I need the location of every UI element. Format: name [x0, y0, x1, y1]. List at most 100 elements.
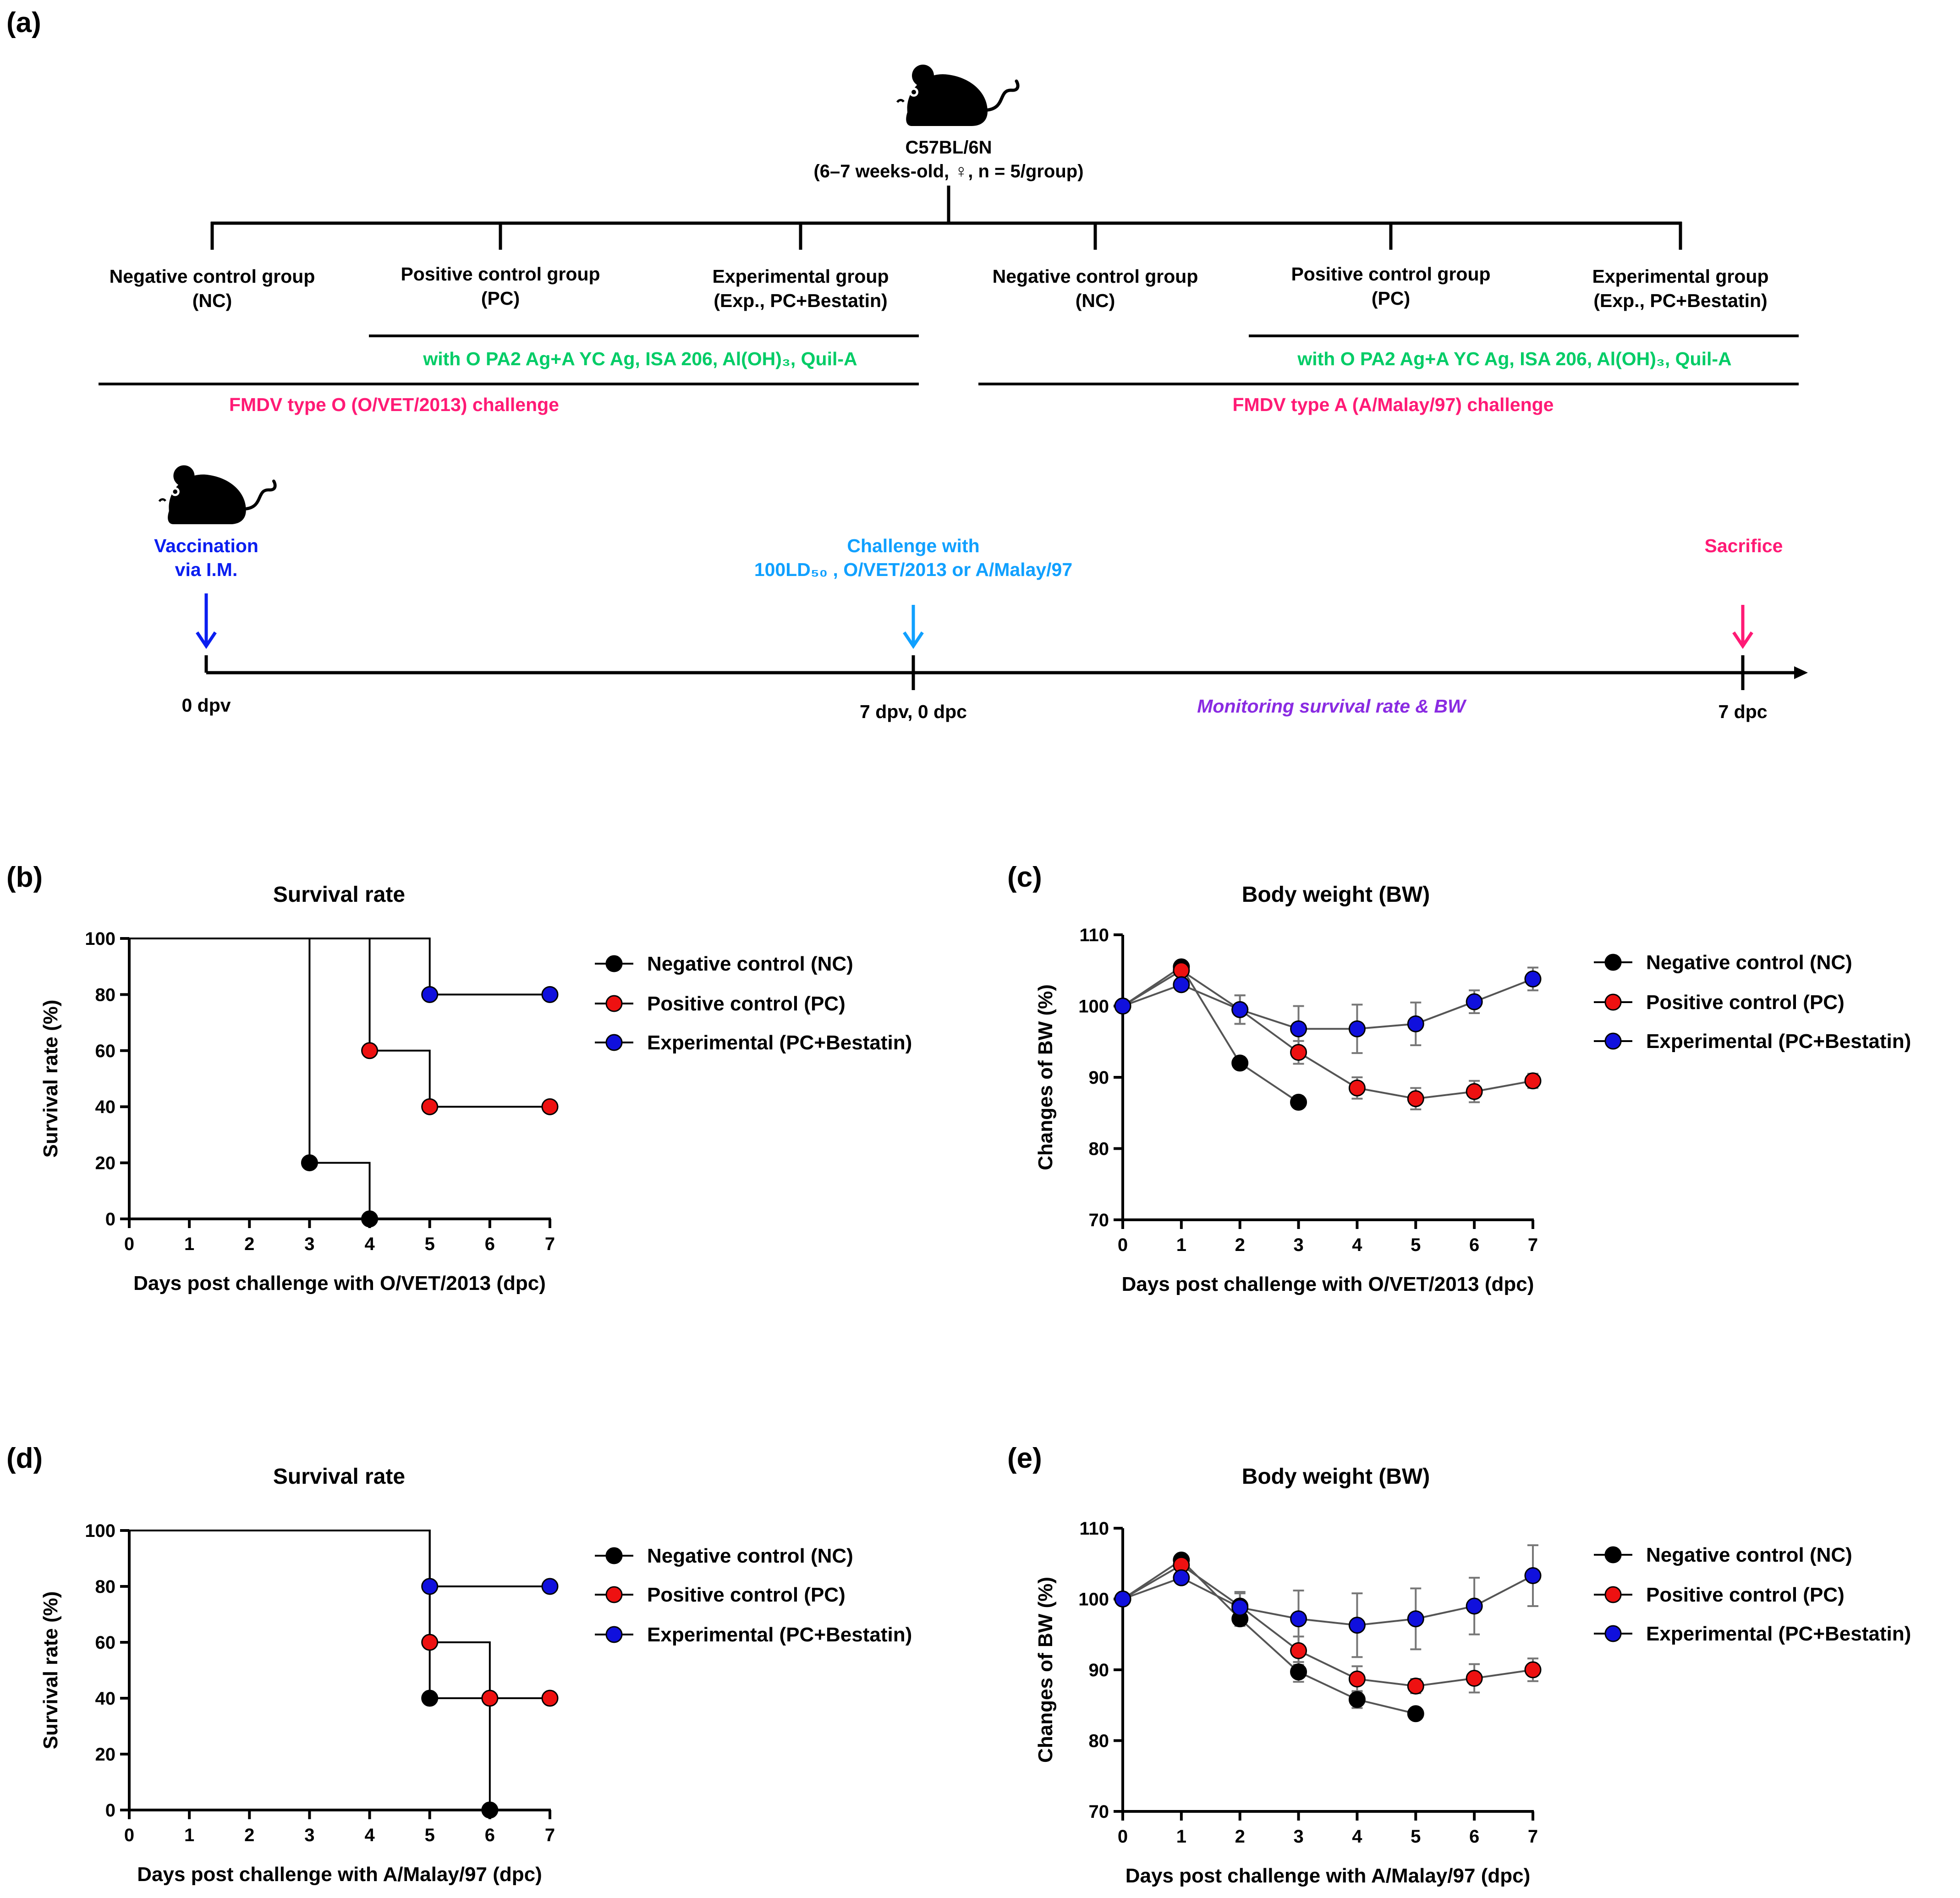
group-bracket — [210, 186, 1682, 250]
group-name: Negative control group — [110, 266, 315, 287]
group-abbr: (Exp., PC+Bestatin) — [1593, 290, 1767, 311]
legend-label-pc: Positive control (PC) — [1646, 1584, 1845, 1606]
x-tick-label: 5 — [1411, 1235, 1421, 1255]
x-tick-label: 0 — [124, 1234, 134, 1254]
x-tick-label: 4 — [364, 1234, 375, 1254]
y-tick-label: 40 — [95, 1097, 116, 1117]
y-tick-label: 40 — [95, 1689, 116, 1709]
legend: Negative control (NC) Positive control (P… — [1594, 951, 1911, 1053]
y-tick-label: 90 — [1089, 1660, 1109, 1680]
y-tick-label: 100 — [1078, 997, 1109, 1017]
x-tick-label: 7 — [1528, 1235, 1538, 1255]
data-point-exp — [1348, 1020, 1366, 1037]
x-tick-label: 4 — [364, 1825, 375, 1845]
group-name: Positive control group — [401, 263, 600, 285]
data-point-exp — [1348, 1617, 1366, 1634]
x-tick-label: 6 — [485, 1234, 495, 1254]
data-point-nc — [301, 1154, 318, 1172]
data-point-exp — [1290, 1020, 1307, 1037]
group-abbr: (NC) — [1076, 290, 1115, 311]
y-axis-label: Survival rate (%) — [39, 1000, 62, 1158]
data-point-exp — [1407, 1610, 1424, 1628]
legend-label-exp: Experimental (PC+Bestatin) — [647, 1031, 912, 1054]
x-tick-label: 5 — [425, 1234, 435, 1254]
chart-panel-b: (b) Survival rate 0 20 40 60 80 100 0 1 2 3 4 5 6 7 Days… — [6, 861, 912, 1295]
series-line-exp — [1122, 1574, 1533, 1626]
group-abbr: (Exp., PC+Bestatin) — [714, 290, 887, 311]
vaccine-label-left: with O PA2 Ag+A YC Ag, ISA 206, Al(OH)₃,… — [423, 348, 857, 369]
x-tick-label: 5 — [425, 1825, 435, 1845]
chart-title: Body weight (BW) — [1242, 1465, 1430, 1489]
y-tick-label: 80 — [95, 985, 116, 1005]
legend-marker-exp — [1604, 1625, 1622, 1642]
timeline-axis — [204, 655, 1808, 690]
data-point-nc — [481, 1801, 499, 1819]
data-point-pc — [541, 1690, 559, 1707]
x-tick-label: 7 — [545, 1234, 555, 1254]
legend-marker-nc — [1604, 1546, 1622, 1563]
x-tick-label: 2 — [244, 1234, 254, 1254]
data-point-exp — [1466, 993, 1483, 1010]
x-tick-label: 0 — [1118, 1827, 1128, 1847]
x-tick-label: 7 — [1528, 1827, 1538, 1847]
y-axis-label: Changes of BW (%) — [1034, 984, 1057, 1170]
data-point-pc — [1524, 1661, 1542, 1679]
x-tick-label: 1 — [1176, 1827, 1186, 1847]
x-axis-label: Days post challenge with O/VET/2013 (dpc… — [133, 1272, 546, 1295]
data-point-exp — [541, 986, 559, 1003]
legend-label-pc: Positive control (PC) — [1646, 991, 1845, 1014]
data-point-pc — [1466, 1670, 1483, 1687]
survival-line-exp — [129, 938, 550, 996]
survival-line-nc — [129, 1530, 491, 1810]
vaccination-route: via I.M. — [175, 559, 238, 580]
x-tick-label: 1 — [184, 1825, 194, 1845]
data-point-exp — [1173, 1569, 1190, 1586]
group-nc-left: Negative control group (NC) — [110, 266, 315, 311]
legend: Negative control (NC) Positive control (P… — [595, 1545, 912, 1646]
data-point-exp — [1290, 1610, 1307, 1628]
y-tick-label: 20 — [95, 1153, 116, 1174]
data-point-exp — [1524, 970, 1542, 987]
legend-label-exp: Experimental (PC+Bestatin) — [647, 1624, 912, 1646]
data-point-pc — [361, 1042, 379, 1059]
vaccination-label: Vaccination — [154, 535, 258, 556]
x-tick-label: 3 — [304, 1825, 314, 1845]
legend-label-exp: Experimental (PC+Bestatin) — [1646, 1030, 1911, 1053]
data-point-pc — [1407, 1090, 1424, 1108]
timeline-tick-1: 7 dpv, 0 dpc — [860, 701, 967, 722]
y-tick-label: 80 — [95, 1577, 116, 1597]
data-point-exp — [421, 986, 439, 1003]
y-tick-label: 0 — [105, 1209, 115, 1229]
series-line-pc — [1122, 1563, 1533, 1687]
group-name: Positive control group — [1291, 263, 1490, 285]
data-point-pc — [421, 1098, 439, 1115]
chart-title: Body weight (BW) — [1242, 883, 1430, 907]
legend-marker-nc — [1604, 954, 1622, 971]
data-point-nc — [1348, 1691, 1366, 1708]
data-point-pc — [1466, 1083, 1483, 1100]
y-tick-label: 20 — [95, 1744, 116, 1765]
sacrifice-arrow — [1732, 605, 1753, 649]
data-point-pc — [541, 1098, 559, 1115]
x-axis-label: Days post challenge with A/Malay/97 (dpc… — [137, 1863, 542, 1886]
data-point-nc — [1290, 1093, 1307, 1111]
data-point-exp — [1231, 1599, 1249, 1616]
panel-label: (c) — [1007, 861, 1042, 893]
data-point-pc — [1173, 962, 1190, 979]
legend-marker-pc — [1604, 1586, 1622, 1603]
series-line-nc — [1122, 965, 1299, 1103]
x-tick-label: 5 — [1411, 1827, 1421, 1847]
y-tick-label: 0 — [105, 1800, 115, 1821]
group-name: Experimental group — [1592, 266, 1768, 287]
challenge-label: Challenge with — [847, 535, 979, 556]
legend-label-nc: Negative control (NC) — [1646, 951, 1852, 974]
group-abbr: (PC) — [1372, 288, 1410, 309]
data-point-nc — [361, 1210, 379, 1228]
legend-label-nc: Negative control (NC) — [647, 1545, 853, 1567]
panel-label: (d) — [6, 1443, 43, 1474]
legend-label-exp: Experimental (PC+Bestatin) — [1646, 1623, 1911, 1645]
x-tick-label: 0 — [124, 1825, 134, 1845]
group-exp-left: Experimental group (Exp., PC+Bestatin) — [712, 266, 889, 311]
sacrifice-label: Sacrifice — [1705, 535, 1783, 556]
x-tick-label: 1 — [184, 1234, 194, 1254]
